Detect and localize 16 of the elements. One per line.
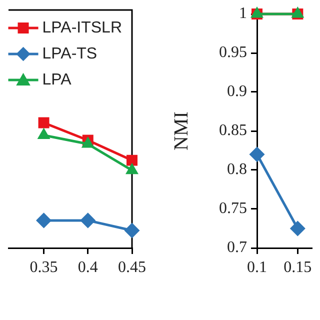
x-tick-label: 0.35 bbox=[30, 258, 58, 276]
y-tick-label: 0.7 bbox=[227, 239, 247, 256]
y-tick-label: 0.95 bbox=[219, 44, 247, 62]
x-tick-label: 0.4 bbox=[78, 258, 98, 276]
y-tick-label: 0.9 bbox=[227, 83, 247, 100]
y-axis-title: NMI bbox=[170, 112, 192, 150]
y-tick-label: 0.75 bbox=[219, 200, 247, 218]
legend-label: LPA-TS bbox=[42, 45, 98, 62]
y-tick-label: 0.85 bbox=[219, 122, 247, 140]
legend-label: LPA bbox=[42, 71, 72, 88]
x-tick-label: 0.45 bbox=[118, 258, 146, 276]
x-tick-label: 0.15 bbox=[284, 258, 312, 276]
x-tick-label: 0.1 bbox=[247, 258, 267, 276]
y-tick-label: 1 bbox=[239, 5, 247, 22]
legend-label: LPA-ITSLR bbox=[42, 19, 122, 36]
y-tick-label: 0.8 bbox=[227, 161, 247, 178]
